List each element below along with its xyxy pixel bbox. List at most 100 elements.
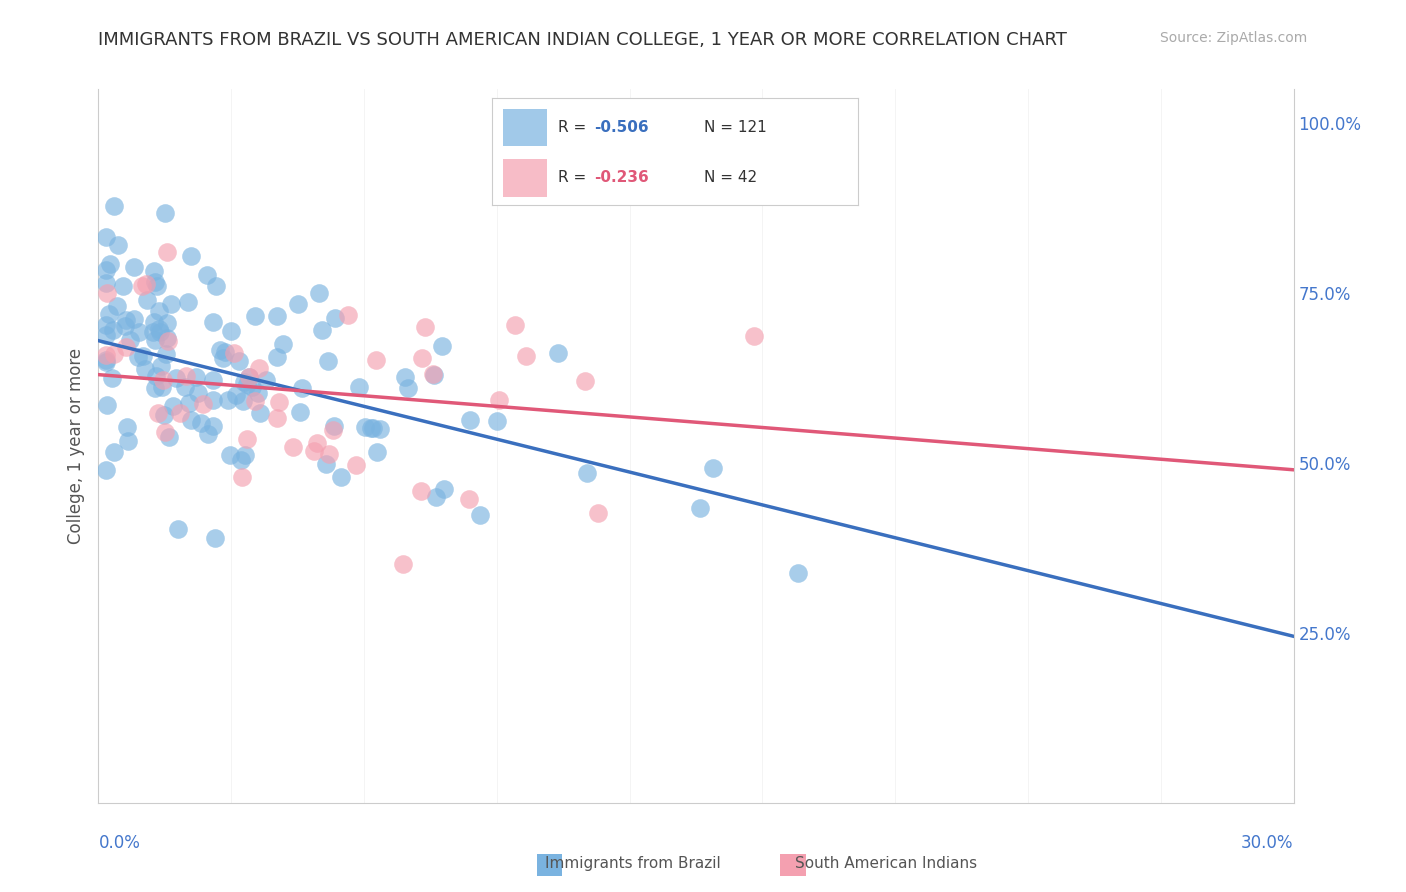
Point [115, 420, 138, 434]
Point [247, 360, 270, 375]
Text: -0.506: -0.506 [595, 120, 650, 135]
Point [433, 482, 456, 496]
Point [266, 411, 288, 425]
Point [96, 285, 118, 300]
Point [229, 452, 252, 467]
Point [219, 448, 242, 462]
Point [238, 369, 260, 384]
Text: N = 121: N = 121 [704, 120, 766, 135]
Point [107, 238, 129, 252]
Point [488, 392, 510, 407]
Point [96, 276, 118, 290]
Point [103, 347, 125, 361]
Point [152, 373, 174, 387]
Point [131, 349, 153, 363]
Point [485, 414, 508, 428]
Point [304, 443, 326, 458]
Point [266, 309, 288, 323]
Point [231, 470, 253, 484]
Point [145, 333, 167, 347]
Point [96, 355, 118, 369]
Point [269, 395, 291, 409]
Point [142, 325, 165, 339]
Point [166, 522, 188, 536]
Point [742, 329, 765, 343]
Point [103, 445, 125, 459]
Point [315, 457, 337, 471]
Point [142, 264, 165, 278]
Point [702, 460, 724, 475]
Point [308, 285, 330, 300]
Point [291, 381, 314, 395]
Point [156, 316, 179, 330]
Point [155, 347, 177, 361]
Point [222, 346, 245, 360]
Point [197, 426, 219, 441]
Text: 0.0%: 0.0% [98, 834, 141, 852]
Point [145, 381, 167, 395]
Point [323, 311, 346, 326]
Point [157, 334, 180, 348]
Point [689, 500, 711, 515]
Point [148, 322, 170, 336]
Point [305, 435, 328, 450]
Point [228, 353, 250, 368]
Point [201, 393, 224, 408]
Point [503, 318, 526, 332]
Point [160, 296, 183, 310]
Point [115, 313, 138, 327]
Point [156, 331, 179, 345]
Point [219, 324, 242, 338]
Point [392, 558, 415, 572]
Point [201, 315, 224, 329]
Point [322, 418, 344, 433]
Point [96, 353, 118, 368]
Point [235, 376, 257, 391]
Point [96, 397, 118, 411]
Point [114, 319, 136, 334]
Point [214, 344, 236, 359]
Point [415, 320, 437, 334]
Point [111, 279, 134, 293]
Text: Immigrants from Brazil: Immigrants from Brazil [546, 856, 721, 871]
Point [105, 300, 128, 314]
Point [177, 295, 200, 310]
Text: South American Indians: South American Indians [794, 856, 977, 871]
Point [179, 396, 201, 410]
Point [127, 351, 149, 365]
Point [468, 508, 491, 522]
Point [118, 333, 141, 347]
Point [423, 368, 446, 382]
Text: Source: ZipAtlas.com: Source: ZipAtlas.com [1160, 31, 1308, 45]
Point [190, 416, 212, 430]
Point [152, 380, 174, 394]
Point [425, 490, 447, 504]
Point [254, 374, 277, 388]
Point [322, 423, 344, 437]
Point [249, 406, 271, 420]
Point [202, 373, 225, 387]
Point [134, 361, 156, 376]
Point [103, 199, 125, 213]
Point [336, 308, 359, 322]
Point [271, 336, 294, 351]
Point [180, 249, 202, 263]
Point [240, 380, 263, 394]
Point [217, 392, 239, 407]
Point [238, 370, 260, 384]
Bar [503, 159, 547, 196]
Point [245, 309, 267, 323]
Point [225, 387, 247, 401]
Point [347, 380, 370, 394]
Point [290, 405, 312, 419]
Point [195, 268, 218, 282]
Point [156, 244, 179, 259]
Point [233, 448, 256, 462]
Point [458, 491, 481, 506]
Text: IMMIGRANTS FROM BRAZIL VS SOUTH AMERICAN INDIAN COLLEGE, 1 YEAR OR MORE CORRELAT: IMMIGRANTS FROM BRAZIL VS SOUTH AMERICAN… [98, 31, 1067, 49]
Point [153, 206, 176, 220]
Point [287, 297, 309, 311]
Point [150, 359, 173, 374]
Point [411, 351, 433, 365]
Point [212, 351, 235, 365]
